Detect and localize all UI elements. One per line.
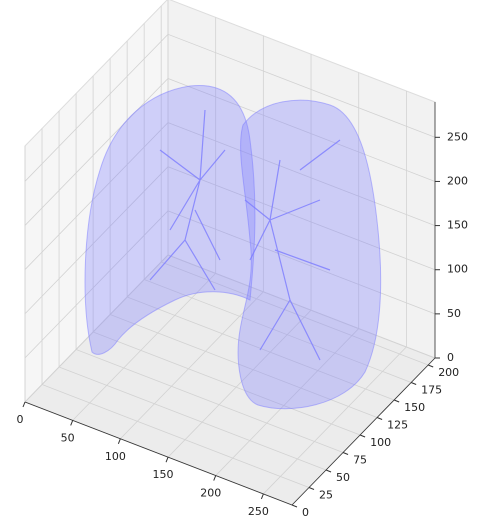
x-tick-label: 100 [105, 450, 126, 463]
z-tick-label: 200 [447, 174, 468, 187]
y-tick [410, 382, 417, 385]
grid-line [24, 210, 436, 359]
y-tick [308, 487, 315, 490]
x-tick [70, 420, 74, 426]
y-tick [428, 364, 434, 368]
grid-line [24, 254, 436, 403]
panes [24, 0, 436, 506]
y-axis [291, 357, 436, 506]
grid-line [24, 33, 436, 182]
y-tick-label: 0 [302, 506, 309, 517]
x-tick-label: 50 [61, 431, 75, 444]
y-tick-label: 125 [387, 419, 408, 432]
z-tick-label: 100 [447, 263, 468, 276]
grid-line [24, 122, 436, 270]
y-tick-label: 50 [336, 471, 350, 484]
y-tick [359, 434, 366, 438]
x-tick [165, 456, 169, 463]
grid-line [24, 77, 436, 226]
y-tick-label: 200 [438, 366, 459, 379]
x-tick [22, 401, 26, 408]
vessels [149, 109, 341, 361]
x-axis [24, 401, 293, 506]
y-tick [376, 417, 383, 420]
z-tick-label: 0 [447, 351, 454, 364]
right-lung [237, 99, 382, 410]
y-tick [393, 399, 400, 403]
x-tick-label: 250 [248, 505, 269, 517]
x-tick [213, 475, 217, 481]
x-tick [260, 493, 264, 500]
x-tick-label: 200 [200, 487, 221, 500]
grid-line [24, 166, 436, 315]
y-tick [291, 504, 298, 508]
y-tick [342, 452, 349, 455]
z-tick-label: 150 [447, 219, 468, 232]
x-tick [117, 438, 121, 444]
y-tick-label: 25 [319, 489, 333, 502]
y-tick-label: 175 [421, 384, 442, 397]
lung-surface [84, 84, 382, 410]
y-tick-label: 75 [353, 454, 367, 467]
y-tick-label: 100 [370, 436, 391, 449]
z-tick-label: 50 [447, 307, 461, 320]
x-tick-label: 0 [17, 413, 24, 426]
left-lung [84, 84, 256, 355]
y-tick [325, 469, 332, 473]
y-tick-label: 150 [404, 401, 425, 414]
z-tick-label: 250 [447, 130, 468, 143]
x-tick-label: 150 [153, 468, 174, 481]
